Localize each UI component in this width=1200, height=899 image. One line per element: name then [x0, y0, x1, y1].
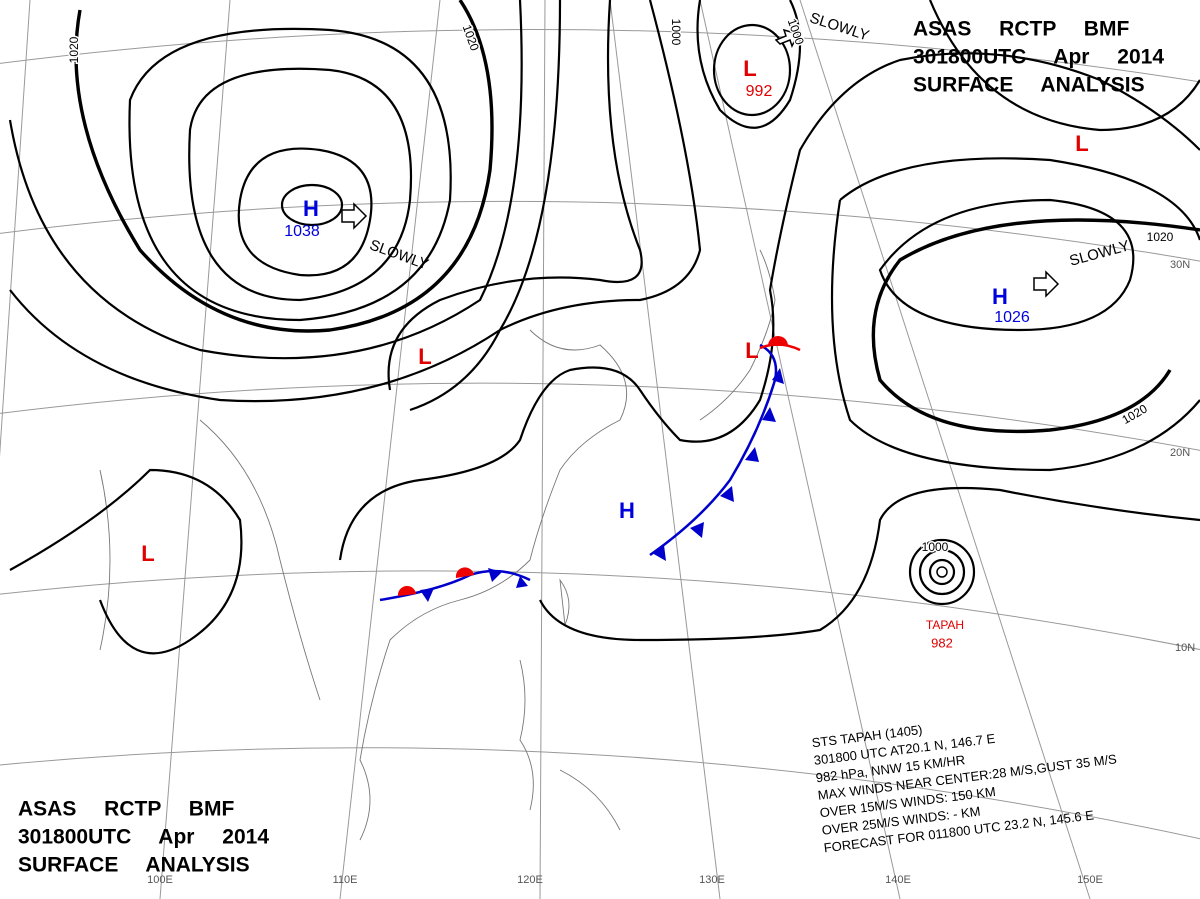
isobars: [8, 0, 1200, 655]
isobar: [712, 23, 792, 117]
cold-front: [649, 343, 778, 557]
labels: ASAS RCTP BMF ASAS RCTP BMF 301800UTC Apr …: [18, 9, 1195, 885]
coastline: [519, 659, 621, 831]
longitude-line: [539, 0, 546, 899]
center-pressure: 1026: [994, 309, 1030, 326]
pressure-center-symbol: L: [1075, 131, 1088, 156]
motion-arrows: [341, 28, 1060, 298]
longitude-line: [159, 0, 231, 899]
longitude-line: [699, 0, 901, 899]
latitude-line: [0, 382, 1200, 451]
latitude-line: [0, 570, 1200, 651]
longitude-label: 100E: [147, 874, 173, 886]
isobar: [280, 183, 344, 227]
isobar: [338, 52, 1200, 561]
isobar-label: 1020: [67, 36, 81, 63]
isobar-label: 1000: [922, 540, 949, 554]
fronts: [379, 336, 801, 602]
typhoon-name: TAPAH: [926, 618, 964, 632]
longitude-label: 120E: [517, 874, 543, 886]
isobar: [188, 67, 413, 302]
isobar: [918, 548, 966, 596]
longitude-line: [0, 0, 31, 458]
center-pressure: 992: [746, 83, 773, 100]
isobar: [928, 0, 1200, 132]
header-text: SURFACE ANALYSIS: [913, 74, 1145, 97]
latitude-label: 20N: [1170, 447, 1190, 459]
warm-front-symbols: [397, 567, 474, 596]
isobar: [74, 0, 494, 333]
header-text: ASAS RCTP BMF: [18, 798, 234, 821]
isobar: [9, 0, 562, 403]
longitude-label: 140E: [885, 874, 911, 886]
motion-arrow: [341, 202, 368, 230]
pressure-center-symbol: H: [303, 196, 319, 221]
coastline: [699, 249, 776, 421]
longitude-line: [609, 0, 721, 899]
header-text: 301800UTC Apr 2014: [913, 46, 1164, 69]
isobar: [409, 0, 702, 412]
isobar-label: 1020: [1147, 230, 1174, 244]
isobar: [8, 0, 523, 360]
latitude-label: 10N: [1175, 642, 1195, 654]
isobar: [9, 468, 243, 655]
pressure-center-symbol: H: [619, 498, 635, 523]
pressure-center-symbol: L: [743, 56, 756, 81]
pressure-center-symbol: L: [418, 344, 431, 369]
pressure-center-symbol: H: [992, 284, 1008, 309]
warm-front-symbols: [768, 336, 788, 346]
header-text: SURFACE ANALYSIS: [18, 854, 250, 877]
header-text: ASAS RCTP BMF: [913, 18, 1129, 41]
isobar: [871, 218, 1200, 434]
isobar: [696, 0, 802, 129]
latitude-line: [0, 747, 1200, 840]
motion-arrow: [1033, 270, 1060, 298]
longitude-label: 110E: [333, 874, 358, 886]
isobar: [237, 147, 373, 277]
latitude-label: 30N: [1170, 259, 1190, 271]
isobar: [387, 0, 643, 391]
motion-arrow: [774, 28, 800, 48]
header-text: 301800UTC Apr 2014: [18, 826, 269, 849]
pressure-center-symbol: L: [141, 541, 154, 566]
pressure-center-symbol: L: [745, 338, 758, 363]
typhoon-eye: [936, 566, 948, 578]
longitude-line: [799, 0, 1091, 899]
coastline: [99, 419, 321, 701]
isobar: [539, 486, 1200, 642]
isobar: [128, 27, 452, 322]
isobar: [830, 157, 1200, 472]
longitude-label: 130E: [699, 874, 725, 886]
typhoon-pressure: 982: [931, 635, 953, 650]
isobar-label: 1000: [669, 19, 683, 46]
longitude-line: [339, 0, 441, 899]
latitude-line: [0, 29, 1200, 83]
isobar: [908, 538, 976, 606]
isobar: [878, 198, 1135, 332]
isobar: [928, 558, 956, 586]
center-pressure: 1038: [284, 223, 320, 240]
longitude-label: 150E: [1077, 874, 1103, 886]
